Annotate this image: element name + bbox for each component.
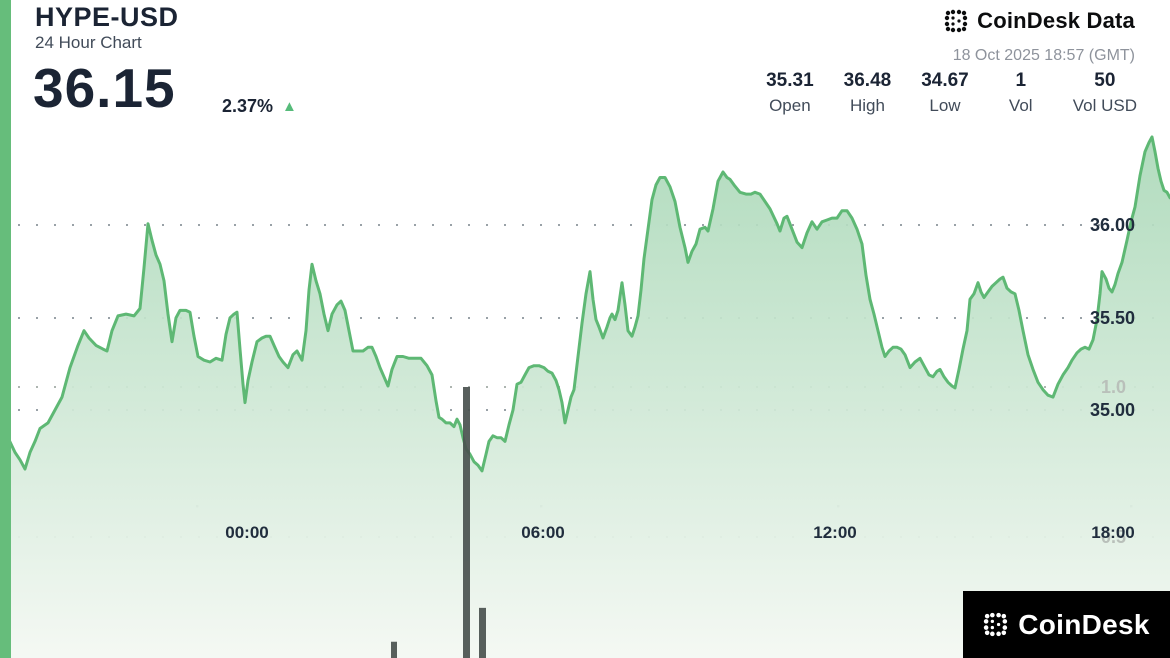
- stat-open-label: Open: [769, 96, 811, 115]
- volume-axis-label-1.0: 1.0: [1100, 377, 1126, 397]
- price-line: [0, 135, 1170, 473]
- stat-vol-value: 1: [1015, 70, 1027, 91]
- stat-low-label: Low: [929, 96, 961, 115]
- coindesk-icon: [944, 9, 968, 32]
- stat-open-value: 35.31: [766, 70, 814, 91]
- stat-vol-label: Vol: [1008, 96, 1033, 115]
- last-price: 36.15: [33, 57, 176, 119]
- price-change: 2.37% ▲: [222, 96, 297, 117]
- price-axis-label-35.00: 35.00: [1089, 400, 1135, 420]
- stat-vol-usd-value: 50: [1094, 70, 1116, 91]
- price-axis-label-35.50: 35.50: [1089, 308, 1135, 328]
- chart-timeframe-subtitle: 24 Hour Chart: [35, 33, 142, 52]
- stat-low: 34.67 Low: [921, 70, 969, 116]
- stat-vol-usd-label: Vol USD: [1072, 96, 1137, 115]
- stat-vol-usd: 50 Vol USD: [1073, 70, 1137, 116]
- volume-bars: [391, 387, 486, 658]
- up-triangle-icon: ▲: [282, 98, 297, 115]
- time-axis-label-06:00: 06:00: [521, 523, 565, 542]
- stat-vol: 1 Vol: [999, 70, 1043, 116]
- time-axis-label-18:00: 18:00: [1091, 523, 1135, 542]
- pair-symbol: HYPE-USD: [35, 2, 179, 32]
- stat-open: 35.31 Open: [766, 70, 814, 116]
- price-area-fill: [0, 136, 1170, 658]
- coindesk-footer-logo-text: CoinDesk: [1018, 608, 1150, 640]
- time-axis-label-12:00: 12:00: [813, 523, 857, 542]
- coindesk-data-logo-text: CoinDesk Data: [977, 8, 1135, 33]
- price-axis-label-36.00: 36.00: [1089, 215, 1135, 235]
- time-axis-label-00:00: 00:00: [225, 523, 269, 542]
- change-percent: 2.37%: [222, 96, 274, 116]
- volume-bar: [391, 641, 397, 658]
- volume-bar: [479, 607, 486, 658]
- stat-high-label: High: [849, 96, 885, 115]
- stat-low-value: 34.67: [921, 70, 969, 91]
- volume-bar: [463, 387, 470, 658]
- stat-high: 36.48 High: [844, 70, 892, 116]
- chart-timestamp: 18 Oct 2025 18:57 (GMT): [952, 47, 1135, 64]
- coindesk-data-logo: CoinDesk Data: [944, 8, 1135, 34]
- stat-high-value: 36.48: [843, 70, 892, 91]
- coindesk-icon: [984, 612, 1008, 636]
- volume-axis-label-0.5: 0.5: [1100, 527, 1126, 547]
- left-accent-stripe: [0, 0, 11, 658]
- ohlc-stats-row: 35.31 Open 36.48 High 34.67 Low 1 Vol 50…: [766, 70, 1137, 116]
- coindesk-footer-logo: CoinDesk: [963, 591, 1170, 658]
